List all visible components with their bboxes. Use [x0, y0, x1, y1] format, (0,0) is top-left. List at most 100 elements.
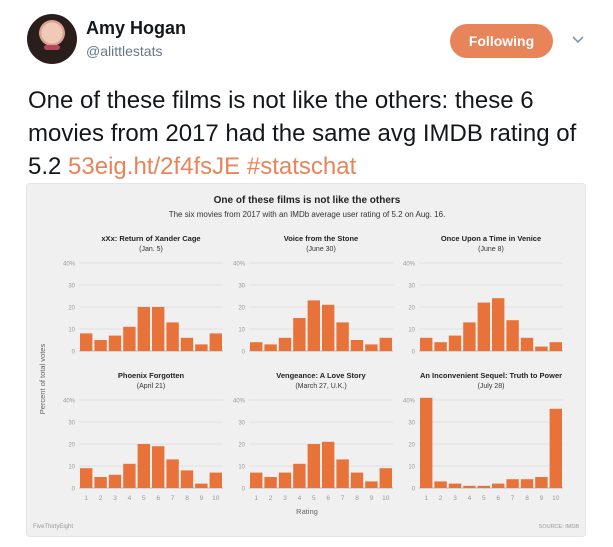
footer-source: SOURCE: IMDB — [539, 524, 580, 530]
y-tick-label: 20 — [238, 306, 245, 312]
footer-credit: FiveThirtyEight — [33, 524, 73, 530]
bar — [477, 485, 490, 488]
y-tick-label: 10 — [238, 328, 245, 334]
tweet-text: One of these films is not like the other… — [28, 84, 598, 183]
avatar[interactable] — [27, 14, 77, 64]
x-axis-label: Rating — [296, 507, 318, 516]
panel-title: Once Upon a Time in Venice — [441, 234, 541, 243]
x-tick-label: 9 — [540, 495, 544, 502]
y-tick-label: 0 — [412, 350, 416, 356]
tweet-hashtag[interactable]: #statschat — [246, 153, 357, 180]
y-tick-label: 20 — [408, 443, 415, 449]
bar — [549, 342, 562, 351]
y-tick-label: 10 — [238, 465, 245, 471]
bar — [307, 444, 320, 488]
tweet-link[interactable]: 53eig.ht/2f4fsJE — [68, 153, 241, 180]
tweet-body: One of these films is not like the other… — [28, 87, 577, 180]
bar — [278, 337, 292, 351]
x-tick-label: 8 — [355, 495, 359, 502]
x-tick-label: 6 — [156, 495, 160, 502]
bar — [250, 472, 263, 488]
y-tick-label: 0 — [72, 350, 76, 356]
bar — [492, 298, 505, 351]
bar — [209, 472, 222, 488]
author-name[interactable]: Amy Hogan — [86, 18, 187, 38]
bar — [448, 483, 462, 488]
bar — [80, 333, 93, 351]
y-tick-label: 20 — [408, 306, 415, 312]
bar — [322, 304, 335, 351]
x-tick-label: 4 — [298, 495, 302, 502]
panel-title: xXx: Return of Xander Cage — [101, 234, 200, 243]
bar — [152, 307, 165, 351]
bar — [293, 463, 306, 488]
bar — [123, 463, 136, 488]
y-tick-label: 10 — [408, 328, 415, 334]
bar — [336, 322, 349, 351]
bar — [108, 474, 122, 488]
x-tick-label: 6 — [496, 495, 500, 502]
x-tick-label: 1 — [254, 495, 258, 502]
bar — [195, 483, 208, 488]
x-tick-label: 2 — [269, 495, 273, 502]
bar — [477, 302, 490, 351]
panel-title: Phoenix Forgotten — [118, 371, 185, 380]
x-tick-label: 2 — [99, 495, 103, 502]
chevron-down-icon[interactable] — [571, 33, 585, 47]
bar — [137, 307, 150, 351]
bar — [278, 472, 292, 488]
x-tick-label: 3 — [283, 495, 287, 502]
x-tick-label: 5 — [312, 495, 316, 502]
bar — [448, 335, 462, 351]
x-tick-label: 9 — [200, 495, 204, 502]
chart-title: One of these films is not like the other… — [214, 195, 401, 206]
x-tick-label: 6 — [326, 495, 330, 502]
bar — [336, 459, 349, 488]
y-tick-label: 20 — [68, 306, 75, 312]
bar — [264, 344, 277, 351]
y-tick-label: 40% — [63, 399, 76, 405]
y-tick-label: 20 — [68, 443, 75, 449]
y-tick-label: 10 — [408, 465, 415, 471]
bar — [434, 342, 447, 351]
bar — [463, 322, 476, 351]
x-tick-label: 8 — [185, 495, 189, 502]
bar — [180, 337, 194, 351]
x-tick-label: 3 — [113, 495, 117, 502]
panel-subtitle: (June 8) — [478, 246, 504, 253]
bar — [379, 337, 392, 351]
y-tick-label: 0 — [72, 487, 76, 493]
bar — [506, 479, 519, 488]
chart-image[interactable]: One of these films is not like the other… — [26, 183, 586, 537]
bar — [137, 444, 150, 488]
bar — [180, 470, 194, 488]
y-tick-label: 40% — [403, 399, 416, 405]
bar — [80, 468, 93, 488]
bar — [108, 335, 122, 351]
y-tick-label: 30 — [238, 284, 245, 290]
bar — [535, 346, 548, 351]
bar — [94, 477, 107, 488]
y-tick-label: 0 — [242, 350, 246, 356]
bar — [293, 318, 306, 351]
y-tick-label: 0 — [242, 487, 246, 493]
author-handle[interactable]: @alittlestats — [86, 43, 163, 59]
x-tick-label: 10 — [212, 495, 220, 502]
bar — [307, 300, 320, 351]
x-tick-label: 7 — [171, 495, 175, 502]
x-tick-label: 7 — [341, 495, 345, 502]
bar — [152, 446, 165, 488]
y-tick-label: 30 — [68, 421, 75, 427]
following-button[interactable]: Following — [450, 24, 553, 58]
x-tick-label: 4 — [468, 495, 472, 502]
bar — [549, 408, 562, 488]
x-tick-label: 1 — [424, 495, 428, 502]
x-tick-label: 1 — [84, 495, 88, 502]
panel-subtitle: (Jan. 5) — [139, 246, 163, 253]
bar — [322, 441, 335, 488]
y-tick-label: 30 — [408, 284, 415, 290]
y-tick-label: 30 — [68, 284, 75, 290]
bar — [379, 468, 392, 488]
bar — [365, 481, 378, 488]
y-axis-label: Percent of total votes — [38, 344, 47, 415]
